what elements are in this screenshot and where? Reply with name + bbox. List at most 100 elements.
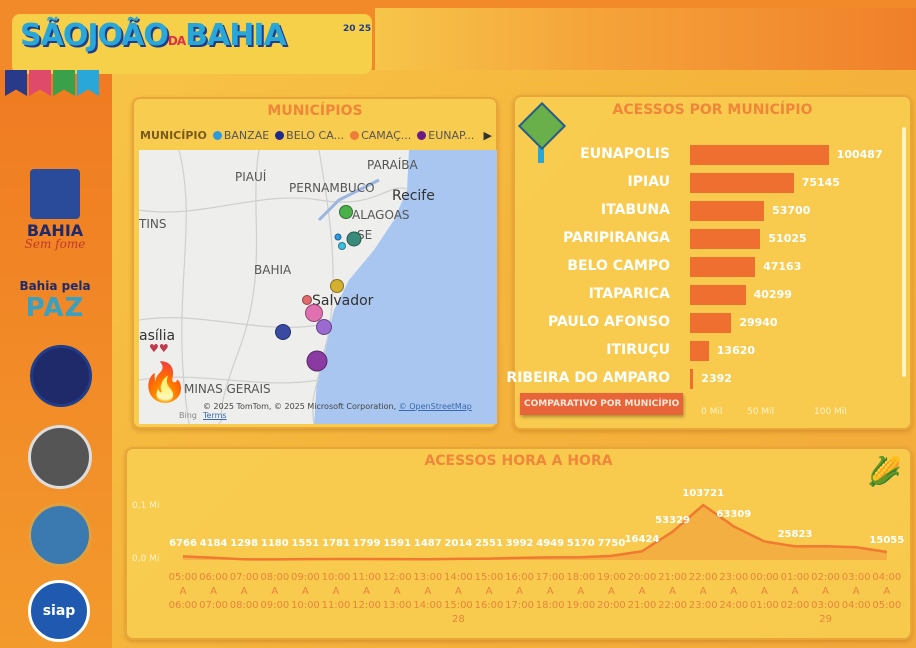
bar[interactable]: [690, 145, 829, 165]
data-point[interactable]: [517, 555, 523, 561]
bar-row[interactable]: ITABUNA 53700: [515, 200, 895, 222]
x-tick-label: 09:00 A 10:00: [290, 572, 320, 611]
data-label: 15055: [869, 535, 905, 547]
data-label: 25823: [777, 529, 813, 541]
bar-label: ITIRUÇU: [606, 342, 670, 358]
series-line: [182, 503, 887, 561]
map-point[interactable]: [302, 295, 312, 305]
bahia-sem-fome-logo[interactable]: BAHIA Sem fome: [12, 165, 98, 255]
data-point[interactable]: [394, 556, 400, 562]
data-point[interactable]: [853, 544, 859, 550]
map-point[interactable]: [339, 205, 353, 219]
data-point[interactable]: [211, 555, 217, 561]
data-point[interactable]: [486, 556, 492, 562]
data-point[interactable]: [792, 543, 798, 549]
map-point[interactable]: [316, 319, 332, 335]
data-label: 4949: [536, 538, 565, 549]
x-tick-label: 06:00 A 07:00: [199, 572, 228, 611]
bar-label: RIBEIRA DO AMPARO: [506, 370, 670, 386]
x-tick-label: 10:00 A 11:00: [321, 572, 351, 611]
data-point[interactable]: [547, 554, 553, 560]
telecom-seal-logo[interactable]: [28, 503, 92, 567]
bar-row[interactable]: BELO CAMPO 47163: [515, 256, 895, 278]
map-title: MUNICÍPIOS: [267, 103, 363, 119]
state-seal-logo[interactable]: [30, 345, 92, 407]
data-point[interactable]: [180, 553, 186, 559]
x-tick-label: 14:00 A 15:00 28: [443, 572, 473, 625]
x-tick-label: 00:00 A 01:00: [749, 572, 779, 611]
map-point[interactable]: [334, 233, 342, 241]
x-tick-label: 20:00 A 21:00: [627, 572, 657, 611]
bar-panel: ACESSOS POR MUNICÍPIO EUNAPOLIS 100487 IPI…: [506, 95, 912, 430]
map-point[interactable]: [338, 242, 346, 250]
data-label: 1799: [352, 538, 381, 549]
map-point[interactable]: [275, 324, 291, 340]
data-label: 53329: [655, 514, 690, 526]
bar-row[interactable]: ITIRUÇU 13620: [515, 340, 895, 362]
bar[interactable]: [690, 201, 765, 221]
data-point[interactable]: [272, 556, 278, 562]
bar[interactable]: [690, 173, 794, 193]
data-point[interactable]: [700, 502, 706, 508]
map[interactable]: PIAUÍ PERNAMBUCO PARAÍBA Recife ALAGOAS …: [139, 150, 497, 424]
comparativo-button[interactable]: COMPARATIVO POR MUNICÍPIO: [520, 393, 684, 415]
data-point[interactable]: [670, 529, 676, 535]
bar-label: ITABUNA: [600, 202, 670, 218]
data-point[interactable]: [884, 549, 890, 555]
bar-chart-title: ACESSOS POR MUNICÍPIO: [612, 102, 813, 118]
map-point[interactable]: [346, 231, 362, 247]
bar-value: 2392: [701, 372, 732, 385]
bar-value: 29940: [739, 316, 778, 329]
corn-icon: 🌽: [867, 455, 902, 488]
bar-row[interactable]: PARIPIRANGA 51025: [515, 228, 895, 250]
legend-item[interactable]: CAMAÇ...: [350, 129, 411, 142]
bar-row[interactable]: RIBEIRA DO AMPARO 2392: [506, 368, 895, 390]
data-point[interactable]: [578, 554, 584, 560]
bar-row[interactable]: ITAPARICA 40299: [515, 284, 895, 306]
bar[interactable]: [690, 229, 761, 249]
data-point[interactable]: [823, 543, 829, 549]
legend-item[interactable]: EUNAP...: [417, 129, 474, 142]
map-point[interactable]: [306, 350, 328, 372]
institution-seal-logo[interactable]: [28, 425, 92, 489]
data-point[interactable]: [425, 556, 431, 562]
data-point[interactable]: [364, 556, 370, 562]
map-point[interactable]: [330, 279, 344, 293]
bahia-pela-paz-logo[interactable]: Bahia pela PAZ: [19, 279, 91, 323]
data-point[interactable]: [241, 556, 247, 562]
map-point[interactable]: [305, 304, 323, 322]
legend-next-arrow-icon[interactable]: ▶: [483, 129, 492, 142]
data-label: 1298: [230, 538, 259, 549]
bar[interactable]: [690, 257, 756, 277]
x-tick-label: 18:00 A 19:00: [566, 572, 596, 611]
bar[interactable]: [690, 369, 694, 389]
hourly-chart: [180, 502, 890, 562]
bar-row[interactable]: EUNAPOLIS 100487: [515, 144, 895, 166]
data-label: 1781: [322, 538, 350, 549]
bar-row[interactable]: IPIAU 75145: [515, 172, 895, 194]
data-label: 5170: [566, 538, 595, 549]
data-point[interactable]: [639, 548, 645, 554]
bar[interactable]: [690, 313, 732, 333]
x-tick-label: 08:00 A 09:00: [260, 572, 290, 611]
scrollbar[interactable]: [902, 127, 906, 377]
data-point[interactable]: [731, 523, 737, 529]
x-tick: 50 Mil: [747, 407, 775, 417]
data-point[interactable]: [455, 556, 461, 562]
bar[interactable]: [690, 341, 709, 361]
bar-label: ITAPARICA: [588, 286, 670, 302]
data-point[interactable]: [608, 553, 614, 559]
x-tick-label: 05:00 A 06:00: [168, 572, 198, 611]
legend-item[interactable]: BANZAE: [212, 129, 269, 142]
data-label: 4184: [199, 538, 228, 549]
bar-row[interactable]: PAULO AFONSO 29940: [515, 312, 895, 334]
bar[interactable]: [690, 285, 746, 305]
map-panel: MUNICÍPIOS MUNICÍPIO BANZAE BELO CA... C…: [132, 97, 498, 429]
x-tick-label: 07:00 A 08:00: [229, 572, 259, 611]
siap-logo[interactable]: siap: [28, 580, 90, 642]
legend-item[interactable]: BELO CA...: [275, 129, 344, 142]
data-point[interactable]: [333, 556, 339, 562]
data-label: 1551: [291, 538, 320, 549]
data-point[interactable]: [761, 538, 767, 544]
data-point[interactable]: [302, 556, 308, 562]
